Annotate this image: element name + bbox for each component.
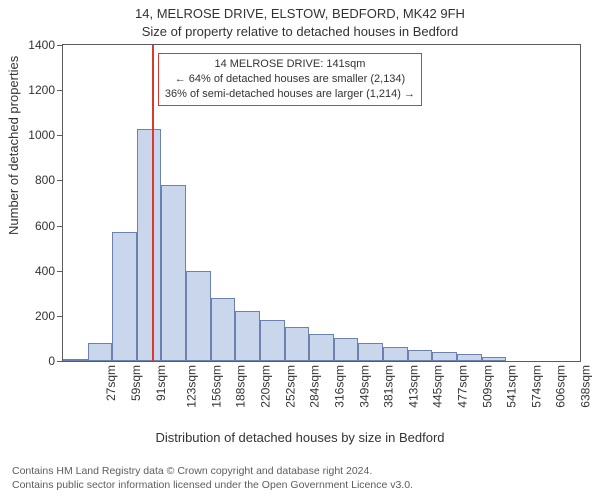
xtick-label: 156sqm — [209, 365, 223, 408]
annotation-line-3: 36% of semi-detached houses are larger (… — [165, 87, 415, 102]
footer-attribution: Contains HM Land Registry data © Crown c… — [12, 464, 413, 492]
annotation-line-1: 14 MELROSE DRIVE: 141sqm — [165, 57, 415, 72]
ytick-label: 1200 — [28, 83, 63, 97]
xtick-label: 123sqm — [185, 365, 199, 408]
histogram-bar — [482, 357, 507, 362]
ytick-label: 1000 — [28, 128, 63, 142]
property-size-marker — [152, 45, 154, 361]
xtick-label: 27sqm — [104, 365, 118, 401]
histogram-bar — [88, 343, 113, 361]
xtick-label: 284sqm — [308, 365, 322, 408]
xtick-label: 574sqm — [530, 365, 544, 408]
xtick-label: 606sqm — [554, 365, 568, 408]
histogram-bar — [63, 359, 88, 361]
annotation-callout: 14 MELROSE DRIVE: 141sqm← 64% of detache… — [158, 53, 422, 106]
footer-line-1: Contains HM Land Registry data © Crown c… — [12, 464, 413, 478]
ytick-label: 400 — [35, 264, 63, 278]
histogram-bar — [432, 352, 457, 361]
xtick-label: 59sqm — [129, 365, 143, 401]
xtick-label: 445sqm — [431, 365, 445, 408]
histogram-bar — [383, 347, 408, 361]
ytick-label: 1400 — [28, 38, 63, 52]
histogram-bar — [358, 343, 383, 361]
histogram-bar — [235, 311, 260, 361]
xtick-label: 477sqm — [456, 365, 470, 408]
xtick-label: 316sqm — [333, 365, 347, 408]
histogram-bar — [260, 320, 285, 361]
annotation-line-2: ← 64% of detached houses are smaller (2,… — [165, 72, 415, 87]
histogram-bar — [186, 271, 211, 361]
xtick-label: 413sqm — [406, 365, 420, 408]
ytick-label: 800 — [35, 173, 63, 187]
histogram-bar — [112, 232, 137, 361]
histogram-bar — [334, 338, 359, 361]
xtick-label: 541sqm — [505, 365, 519, 408]
xtick-label: 381sqm — [382, 365, 396, 408]
histogram-bar — [211, 298, 236, 361]
xtick-label: 349sqm — [357, 365, 371, 408]
histogram-bar — [457, 354, 482, 361]
chart-container: 14, MELROSE DRIVE, ELSTOW, BEDFORD, MK42… — [0, 0, 600, 500]
xtick-label: 509sqm — [480, 365, 494, 408]
ytick-label: 600 — [35, 219, 63, 233]
plot-area: 020040060080010001200140027sqm59sqm91sqm… — [62, 44, 581, 362]
histogram-bar — [408, 350, 433, 361]
footer-line-2: Contains public sector information licen… — [12, 478, 413, 492]
histogram-bar — [309, 334, 334, 361]
title-line-2: Size of property relative to detached ho… — [0, 24, 600, 39]
ytick-label: 0 — [48, 354, 63, 368]
xtick-label: 91sqm — [154, 365, 168, 401]
xtick-label: 252sqm — [283, 365, 297, 408]
title-line-1: 14, MELROSE DRIVE, ELSTOW, BEDFORD, MK42… — [0, 6, 600, 21]
xtick-label: 188sqm — [234, 365, 248, 408]
y-axis-label: Number of detached properties — [6, 56, 21, 235]
xtick-label: 220sqm — [259, 365, 273, 408]
ytick-label: 200 — [35, 309, 63, 323]
histogram-bar — [285, 327, 310, 361]
histogram-bar — [137, 129, 162, 361]
xtick-label: 638sqm — [579, 365, 593, 408]
histogram-bar — [161, 185, 186, 361]
x-axis-label: Distribution of detached houses by size … — [0, 430, 600, 445]
